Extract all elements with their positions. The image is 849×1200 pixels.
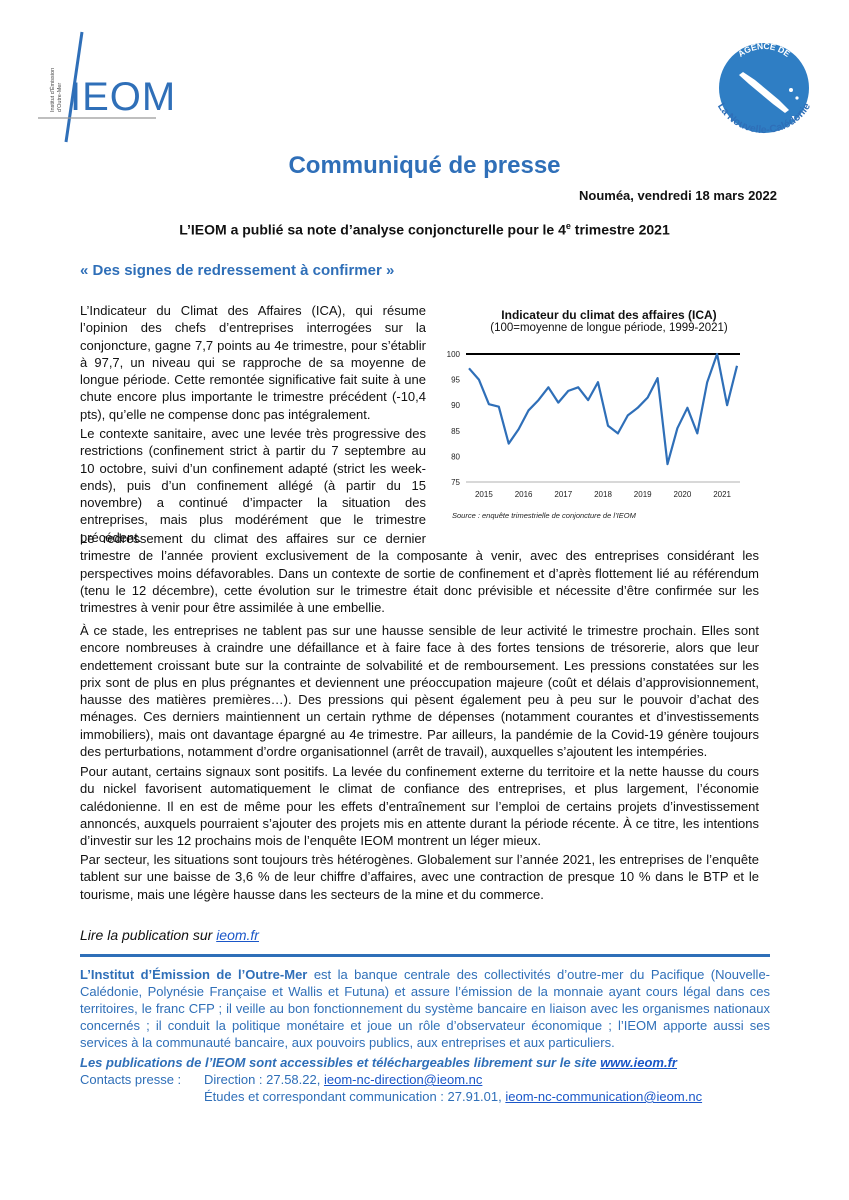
headline-after: trimestre 2021 — [570, 221, 670, 238]
contact-communication-text: Études et correspondant communication : … — [204, 1089, 506, 1104]
x-tick-label: 2016 — [515, 490, 533, 499]
footer-org-text: est la banque centrale des collectivités… — [80, 967, 771, 1050]
dateline: Nouméa, vendredi 18 mars 2022 — [579, 188, 777, 203]
contacts-label: Contacts presse : — [80, 1072, 182, 1087]
ica-series-line — [468, 352, 739, 466]
footer-divider — [80, 954, 770, 957]
y-tick-label: 80 — [451, 452, 460, 461]
paragraph-by-sector: Par secteur, les situations sont toujour… — [80, 852, 759, 902]
agency-nouvelle-caledonie-logo: AGENCE DE La Nouvelle-Calédonie — [715, 41, 813, 136]
y-tick-label: 75 — [451, 478, 460, 487]
press-contacts: Contacts presse : Direction : 27.58.22, i… — [80, 1071, 702, 1105]
ieom-logo-text: IEOM — [70, 75, 176, 119]
chart-title: Indicateur du climat des affaires (ICA) — [501, 308, 717, 322]
ica-chart: Indicateur du climat des affaires (ICA) … — [436, 308, 782, 528]
footer-publications: Les publications de l’IEOM sont accessib… — [80, 1055, 677, 1070]
page-title: Communiqué de presse — [288, 152, 561, 179]
paragraph-recovery-first-line: Le redressement du climat des affaires s… — [80, 531, 426, 546]
paragraph-positive-signals: Pour autant, certains signaux sont posit… — [80, 764, 759, 849]
y-tick-label: 100 — [447, 350, 461, 359]
x-tick-label: 2021 — [713, 490, 731, 499]
headline: L’IEOM a publié sa note d’analyse conjon… — [0, 221, 849, 238]
contact-direction-email[interactable]: ieom-nc-direction@ieom.nc — [323, 1072, 483, 1087]
x-tick-label: 2020 — [674, 490, 692, 499]
paragraph-ica-summary: L’Indicateur du Climat des Affaires (ICA… — [80, 303, 426, 422]
contact-communication: Études et correspondant communication : … — [80, 1088, 702, 1105]
read-publication: Lire la publication sur ieom.fr — [80, 927, 259, 943]
y-tick-label: 90 — [451, 401, 460, 410]
ieom-logo: Institut d'Émission d'Outre-Mer IEOM — [38, 31, 176, 143]
paragraph-outlook: À ce stade, les entreprises ne tablent p… — [80, 623, 759, 760]
y-tick-label: 95 — [451, 376, 460, 385]
x-tick-label: 2019 — [634, 490, 652, 499]
x-tick-label: 2017 — [554, 490, 572, 499]
chart-subtitle: (100=moyenne de longue période, 1999-202… — [490, 322, 728, 334]
y-tick-label: 85 — [451, 427, 460, 436]
paragraph-recovery-rest: trimestre de l’année provient exclusivem… — [80, 548, 759, 616]
ica-chart-plot: 75 80 85 90 95 100 2015 2016 2017 2018 2019 2020 202… — [447, 350, 740, 520]
footer-org-name: L’Institut d’Émission de l’Outre-Mer — [80, 967, 308, 982]
x-tick-label: 2015 — [475, 490, 493, 499]
contact-direction-text: Direction : 27.58.22, — [204, 1072, 324, 1087]
ieom-website-link[interactable]: www.ieom.fr — [600, 1055, 677, 1070]
contact-communication-email[interactable]: ieom-nc-communication@ieom.nc — [505, 1089, 703, 1104]
headline-before: L’IEOM a publié sa note d’analyse conjon… — [179, 221, 566, 238]
paragraph-sanitary-context: Le contexte sanitaire, avec une levée tr… — [80, 426, 426, 545]
read-publication-text: Lire la publication sur — [80, 927, 217, 943]
subheading: « Des signes de redressement à confirmer… — [80, 262, 395, 279]
ieom-logo-small-line-2: d'Outre-Mer — [57, 83, 63, 112]
ieom-logo-small-line-1: Institut d'Émission — [49, 68, 56, 112]
paragraph-recovery: Le redressement du climat des affaires s… — [80, 530, 759, 616]
headline-sup: e — [565, 221, 571, 231]
footer-publications-text: Les publications de l’IEOM sont accessib… — [80, 1055, 601, 1070]
chart-source: Source : enquête trimestrielle de conjon… — [452, 511, 637, 520]
ieom-link[interactable]: ieom.fr — [216, 927, 259, 943]
x-tick-label: 2018 — [594, 490, 612, 499]
footer-about: L’Institut d’Émission de l’Outre-Mer est… — [80, 966, 770, 1051]
